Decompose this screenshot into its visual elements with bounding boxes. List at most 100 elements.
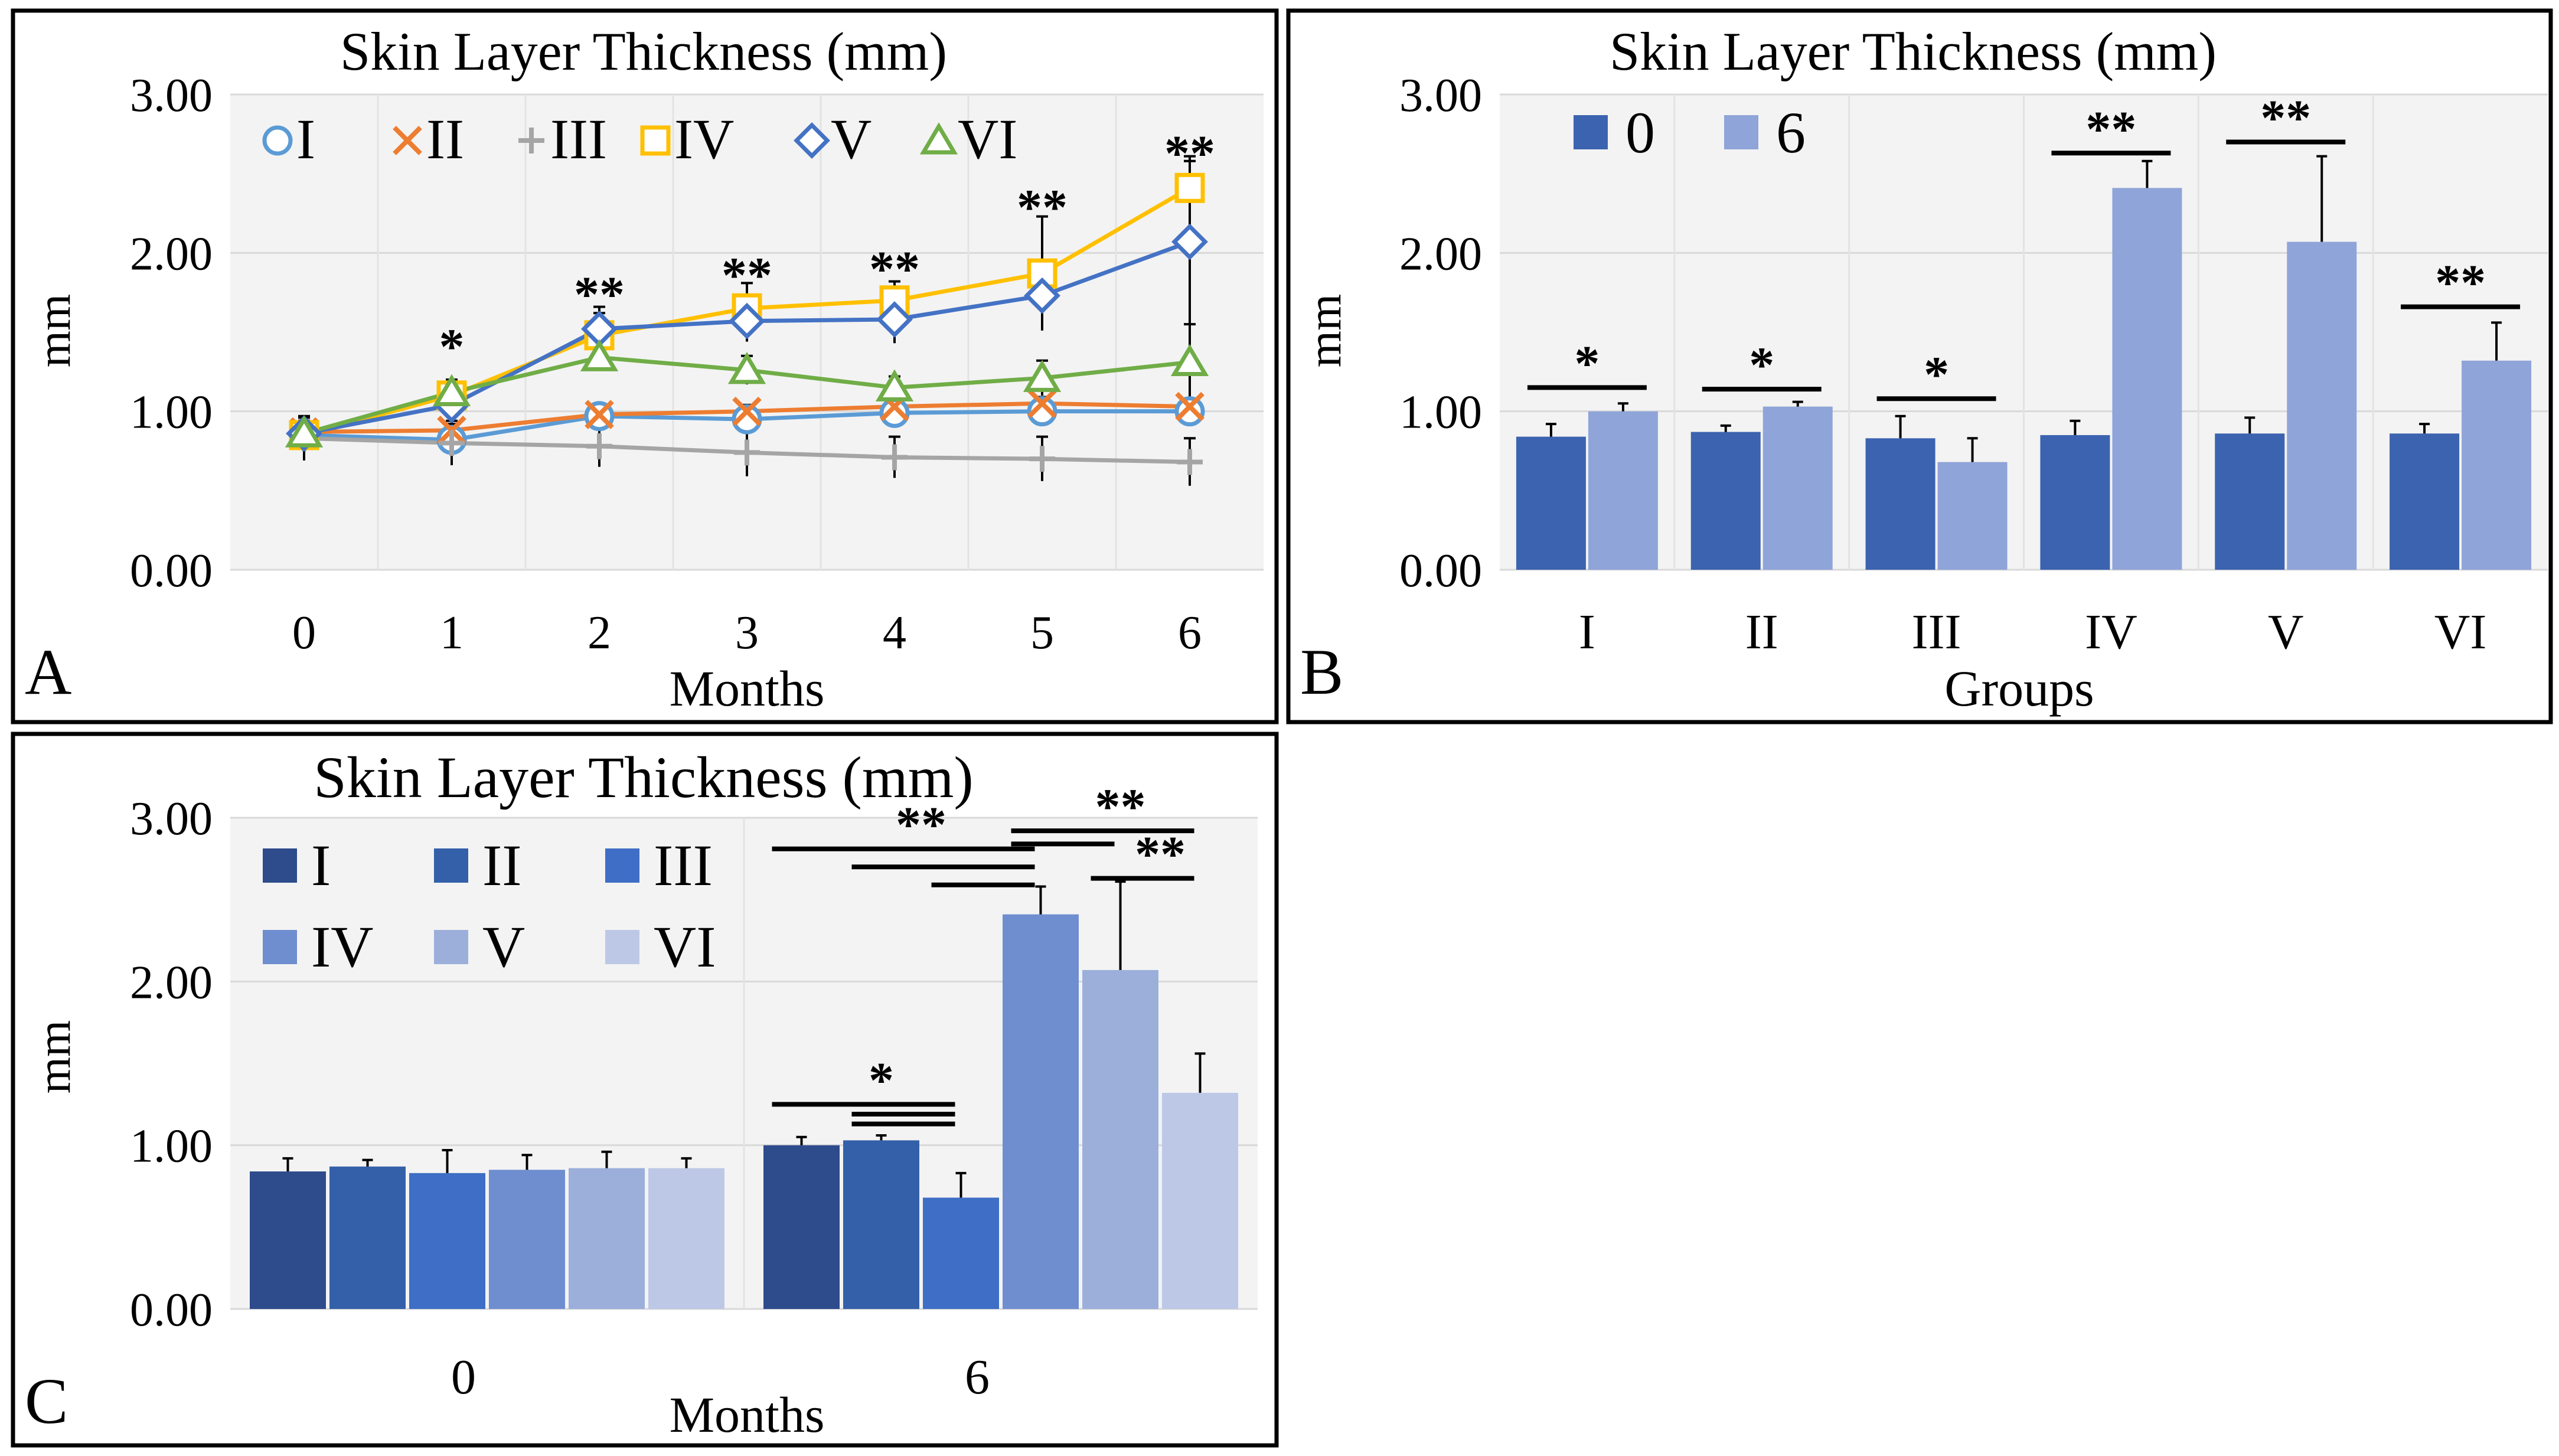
panel-b-xtick-label: III — [1912, 605, 1961, 660]
panel-c-significance-label: ** — [1095, 778, 1146, 835]
panel-a-point-III — [882, 444, 908, 471]
panel-b-xtick-label: V — [2268, 605, 2304, 660]
panel-a-legend-label: IV — [674, 107, 734, 171]
panel-b: 0.00 1.00 2.00 3.00 I * II * III * IV ** V ** VI ** 0 6 S… — [1299, 21, 2548, 717]
panel-c-significance-label: ** — [896, 796, 946, 853]
panel-a-ytick-label: 1.00 — [130, 387, 213, 439]
panel-c-legend-label: II — [482, 833, 522, 898]
panel-c-significance-label: ** — [1135, 826, 1186, 883]
panel-a-point-I — [1027, 396, 1057, 427]
panel-c-ylabel: mm — [28, 1020, 80, 1093]
panel-a-xtick-label: 0 — [292, 607, 316, 659]
panel-c-legend-swatch-IV — [263, 930, 297, 964]
panel-a-significance-label: * — [439, 318, 465, 375]
panel-c-ytick-label: 3.00 — [130, 793, 213, 845]
panel-c-bar-V — [569, 1168, 645, 1309]
panel-a-point-VI — [285, 415, 324, 448]
panel-a-significance-label: ** — [574, 266, 625, 322]
panel-b-bar-6 — [1937, 462, 2008, 570]
panel-a-point-II — [1027, 389, 1057, 419]
panel-a-legend-label: I — [296, 107, 315, 171]
panel-a-point-I — [732, 404, 762, 435]
panel-c-xlabel: Months — [670, 1386, 825, 1443]
panel-b-xtick-label: VI — [2434, 605, 2487, 660]
panel-c-legend-label: VI — [654, 914, 716, 980]
panel-b-bar-0 — [2390, 433, 2460, 570]
panel-b-significance-label: * — [1749, 337, 1774, 393]
panel-b-legend-label: 0 — [1626, 100, 1655, 165]
panel-a-significance-label: ** — [1164, 125, 1215, 182]
panel-a-point-VI — [1023, 360, 1062, 392]
panel-b-significance-label: ** — [2435, 254, 2486, 311]
panel-a-xtick-label: 4 — [883, 607, 906, 659]
panel-c-legend-swatch-I — [263, 848, 297, 883]
panel-c-bar-III — [923, 1197, 999, 1309]
panel-c-legend-swatch-VI — [605, 930, 639, 964]
panel-c-bar-II — [329, 1166, 406, 1309]
panel-c-ytick-label: 2.00 — [130, 956, 213, 1008]
panel-a-point-V — [1024, 277, 1060, 314]
panel-a: 0.001.002.003.000 1 2 3 4 5 6*** ** ******I II III… — [25, 21, 1264, 717]
panel-c-title: Skin Layer Thickness (mm) — [314, 745, 973, 810]
panel-a-point-V — [729, 302, 765, 339]
panel-c-bar-VI — [648, 1168, 724, 1309]
panel-a-legend-swatch-III — [518, 128, 544, 154]
panel-a-significance-label: ** — [869, 240, 920, 297]
panel-a-point-VI — [1170, 344, 1209, 376]
panel-a-point-III — [734, 439, 760, 466]
panel-a-point-VI — [727, 352, 766, 384]
panel-a-significance-label: ** — [1017, 179, 1068, 236]
panel-b-xtick-label: II — [1745, 605, 1778, 660]
panel-c-legend-label: IV — [311, 914, 374, 980]
panel-a-label: A — [25, 636, 71, 708]
panel-a-xtick-label: 3 — [735, 607, 759, 659]
panel-a-point-IV — [1174, 172, 1205, 203]
panel-b-bar-0 — [1516, 436, 1586, 570]
panel-c-bar-I — [763, 1145, 840, 1309]
panel-b-ytick-label: 2.00 — [1399, 228, 1482, 280]
panel-c-significance-label: * — [869, 1052, 894, 1108]
panel-b-title: Skin Layer Thickness (mm) — [1610, 21, 2217, 81]
panel-b-bar-0 — [1690, 432, 1761, 570]
panel-b-ytick-label: 3.00 — [1399, 70, 1482, 122]
panel-a-legend-label: VI — [958, 107, 1017, 171]
panel-b-bar-0 — [2040, 435, 2110, 570]
panel-b-bar-6 — [2112, 188, 2182, 570]
panel-b-xtick-label: I — [1579, 605, 1595, 660]
panel-a-xtick-label: 1 — [440, 607, 464, 659]
panel-b-bar-0 — [1865, 438, 1935, 570]
panel-a-ylabel: mm — [28, 294, 80, 367]
panel-b-bar-6 — [2287, 241, 2357, 570]
panel-a-ytick-label: 2.00 — [130, 228, 213, 280]
panel-c-bar-IV — [1003, 914, 1079, 1309]
panel-b-gridlines — [1500, 93, 2548, 571]
panel-b-bar-6 — [1762, 406, 1833, 570]
panel-c-legend-swatch-V — [434, 930, 468, 964]
panel-b-label: B — [1300, 636, 1343, 708]
panel-c-xtick-label: 0 — [451, 1350, 476, 1405]
panel-c-bar-VI — [1162, 1092, 1238, 1309]
panel-a-title: Skin Layer Thickness (mm) — [340, 21, 947, 81]
panel-a-legend-swatch-II — [393, 126, 422, 155]
panel-b-significance-label: ** — [2085, 100, 2136, 157]
panel-c-bar-IV — [489, 1170, 565, 1309]
panel-a-point-III — [1029, 446, 1055, 472]
panel-b-ytick-label: 0.00 — [1399, 545, 1482, 597]
panel-a-legend-swatch-VI — [919, 122, 958, 155]
panel-a-xtick-label: 5 — [1030, 607, 1054, 659]
panel-c-legend-swatch-II — [434, 848, 468, 883]
panel-b-legend-swatch-0 — [1574, 115, 1608, 149]
panel-a-significance-label: ** — [722, 247, 772, 303]
panel-a-marks: 0.001.002.003.000 1 2 3 4 5 6*** ** ******I II III… — [130, 70, 1215, 659]
panel-a-point-II — [1175, 391, 1205, 422]
panel-a-point-II — [585, 400, 614, 429]
panel-b-legend-swatch-6 — [1724, 115, 1758, 149]
panel-a-legend-label: V — [831, 107, 872, 171]
panel-a-legend-swatch-I — [262, 125, 293, 156]
panel-a-xtick-label: 2 — [587, 607, 611, 659]
panel-b-significance-label: * — [1574, 335, 1600, 391]
panel-b-marks: 0.00 1.00 2.00 3.00 I * II * III * IV ** V ** VI ** 0 6 — [1399, 70, 2532, 660]
panel-a-legend-label: II — [426, 107, 464, 171]
